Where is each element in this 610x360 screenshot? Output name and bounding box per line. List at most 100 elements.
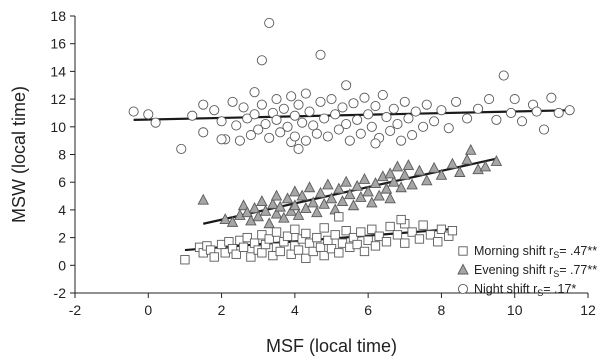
- data-point: [322, 131, 333, 142]
- data-point: [275, 127, 286, 138]
- data-point: [399, 96, 410, 107]
- data-point: [484, 94, 495, 105]
- legend: Morning shift rS= .47** Evening shift rS=…: [457, 244, 597, 298]
- data-point: [429, 116, 440, 127]
- data-point: [369, 177, 382, 189]
- data-point: [451, 96, 462, 107]
- data-point: [436, 105, 447, 116]
- data-point: [209, 252, 219, 262]
- data-point: [443, 123, 454, 134]
- data-point: [356, 227, 366, 237]
- data-point: [388, 175, 400, 187]
- y-tick-label: 10: [50, 119, 66, 135]
- y-tick-label: 12: [50, 91, 66, 107]
- data-point: [311, 128, 322, 139]
- data-point: [180, 255, 190, 265]
- data-point: [366, 121, 377, 132]
- data-point: [413, 164, 426, 176]
- data-point: [271, 114, 282, 125]
- data-point: [187, 110, 198, 121]
- y-tick-label: 4: [58, 202, 66, 218]
- data-point: [238, 242, 249, 252]
- y-tick-label: -2: [54, 285, 67, 301]
- x-tick-label: 10: [507, 302, 523, 318]
- data-point: [402, 159, 415, 171]
- data-point: [428, 161, 440, 173]
- data-point: [286, 91, 297, 102]
- data-point: [374, 231, 384, 241]
- data-point: [479, 160, 492, 172]
- data-point: [370, 100, 381, 112]
- data-point: [319, 250, 329, 261]
- y-tick-label: 6: [58, 174, 66, 190]
- data-point: [490, 154, 503, 166]
- legend-marker: [457, 283, 469, 295]
- data-point: [359, 92, 370, 103]
- legend-marker: [457, 263, 469, 275]
- data-point: [385, 125, 396, 137]
- y-tick-label: 16: [50, 36, 66, 52]
- data-point: [289, 199, 301, 211]
- data-point: [198, 127, 209, 138]
- data-point: [300, 202, 312, 213]
- data-point: [249, 109, 260, 120]
- data-point: [245, 130, 256, 141]
- data-point: [308, 120, 319, 131]
- data-point: [290, 224, 300, 234]
- x-tick-label: 6: [364, 302, 372, 318]
- data-points: [128, 17, 575, 265]
- data-point: [238, 102, 249, 113]
- data-point: [418, 220, 428, 230]
- data-point: [498, 70, 509, 81]
- data-point: [341, 80, 352, 91]
- data-point: [256, 99, 267, 110]
- data-point: [385, 221, 395, 232]
- data-point: [359, 246, 370, 257]
- data-point: [336, 195, 349, 207]
- data-point: [231, 120, 242, 131]
- data-point: [399, 168, 411, 180]
- data-point: [414, 234, 425, 244]
- data-point: [538, 124, 550, 135]
- data-point: [384, 167, 396, 179]
- data-point: [293, 99, 304, 110]
- data-point: [301, 253, 311, 264]
- data-point: [505, 107, 517, 118]
- data-point: [278, 103, 289, 114]
- data-point: [337, 102, 348, 113]
- data-point: [373, 189, 385, 201]
- data-point: [391, 160, 404, 172]
- data-point: [209, 105, 220, 116]
- legend-entry: Evening shift rS= .77**: [474, 263, 597, 279]
- data-point: [406, 178, 418, 190]
- data-point: [403, 113, 414, 124]
- data-point: [410, 106, 421, 117]
- data-point: [392, 118, 403, 130]
- data-point: [292, 208, 305, 220]
- data-point: [300, 135, 311, 146]
- data-point: [256, 55, 267, 66]
- data-point: [297, 117, 308, 128]
- data-point: [330, 230, 340, 240]
- data-point: [370, 241, 381, 251]
- data-point: [363, 235, 373, 246]
- data-point: [289, 185, 301, 197]
- data-point: [270, 207, 283, 219]
- data-point: [509, 94, 520, 105]
- data-point: [334, 212, 344, 222]
- data-point: [461, 153, 473, 165]
- data-point: [311, 206, 323, 218]
- x-tick-label: 4: [291, 302, 299, 318]
- data-point: [234, 135, 245, 146]
- data-point: [358, 172, 371, 184]
- data-point: [400, 238, 410, 248]
- data-point: [275, 246, 285, 257]
- x-tick-label: 2: [218, 302, 226, 318]
- data-point: [396, 214, 406, 225]
- data-point: [242, 232, 252, 243]
- data-point: [216, 134, 227, 145]
- data-point: [388, 103, 399, 114]
- y-axis-title: MSW (local time): [9, 86, 29, 223]
- data-point: [396, 135, 407, 146]
- data-point: [553, 107, 564, 118]
